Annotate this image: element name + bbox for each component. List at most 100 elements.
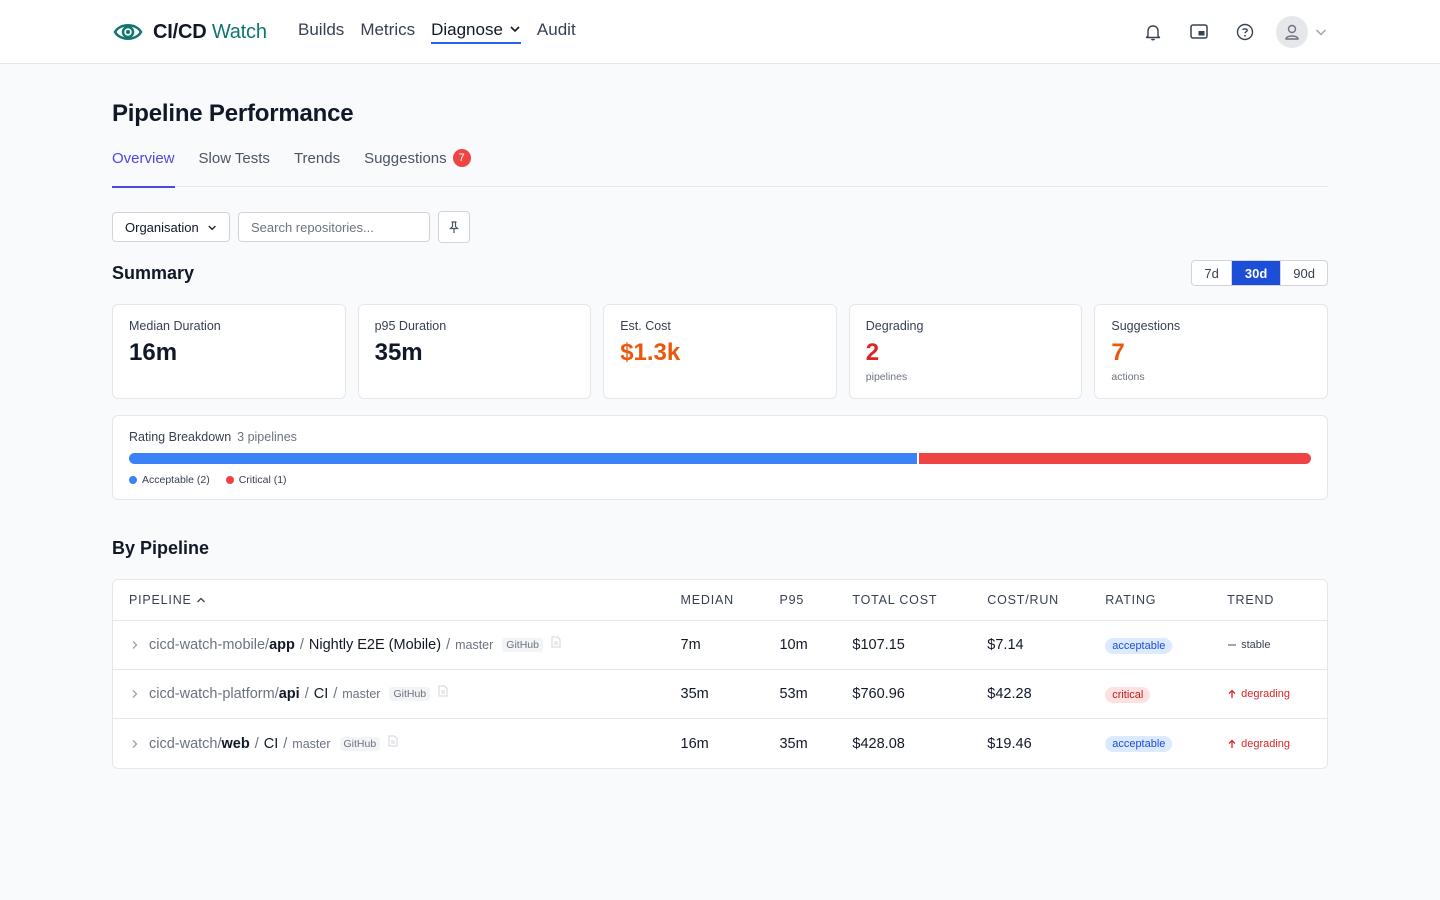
pin-button[interactable] [438,211,470,243]
trend-indicator: stable [1227,639,1327,651]
help-button[interactable] [1222,15,1268,49]
trend-label: degrading [1241,688,1291,700]
document-icon[interactable] [438,685,448,697]
brand-logo[interactable]: CI/CD Watch [113,18,267,46]
p95-duration-card: p95 Duration 35m [357,304,592,399]
pipeline-count: 3 pipelines [237,430,297,444]
tab-trends[interactable]: Trends [293,150,341,167]
cost-run-cell: $42.28 [987,686,1032,702]
tab-slow-tests[interactable]: Slow Tests [198,150,270,167]
degrading-card: Degrading 2 pipelines [848,304,1083,399]
pipeline-cell: cicd-watch-mobile/app / Nightly E2E (Mobil… [113,636,681,653]
tab-suggestions[interactable]: Suggestions 7 [364,149,471,187]
pipeline-cell: cicd-watch/web / CI / master GitHub [113,735,681,752]
rating-badge: acceptable [1105,637,1173,654]
pipeline-repo[interactable]: api [278,686,300,702]
user-avatar[interactable] [1276,16,1308,48]
document-icon[interactable] [388,735,398,747]
range-7d-button[interactable]: 7d [1204,265,1219,281]
cost-run-cell: $19.46 [987,735,1032,752]
column-header-rating[interactable]: Rating [1105,593,1157,607]
total-cost-cell: $428.08 [852,735,905,752]
pipeline-repo[interactable]: app [269,637,295,653]
median-duration-card: Median Duration 16m [112,304,346,399]
by-pipeline-title: By Pipeline [112,538,210,558]
table-row[interactable]: cicd-watch/web / CI / master GitHub 16m 35m $428… [113,719,1327,768]
search-repositories-input[interactable] [238,212,430,242]
p95-cell: 53m [779,686,808,702]
arrow-up-icon [1228,689,1236,698]
trend-indicator: degrading [1227,688,1327,700]
pin-icon [449,221,459,233]
rating-breakdown-title: Rating Breakdown [129,430,232,444]
pipeline-branch: master [292,736,331,751]
help-icon [1236,23,1254,41]
legend-dot [129,476,137,484]
separator: / [304,686,309,702]
organisation-select[interactable]: Organisation [112,212,230,242]
column-header-total-cost[interactable]: Total Cost [852,593,938,607]
pipeline-org: cicd-watch-platform/ [149,686,279,702]
total-cost-cell: $760.96 [852,686,905,702]
pipeline-repo[interactable]: web [221,735,250,752]
column-header-cost-run[interactable]: Cost/Run [987,593,1059,607]
range-30d-button[interactable]: 30d [1230,261,1281,285]
provider-badge: GitHub [339,736,381,751]
rating-bar-segment-acceptable [129,453,917,464]
suggestions-count-badge: 7 [452,149,471,167]
column-header-median[interactable]: Median [680,593,734,607]
chevron-down-icon [208,225,216,230]
sort-ascending-icon [196,597,205,603]
rating-badge: critical [1105,686,1151,703]
chevron-down-icon[interactable] [1314,25,1328,39]
median-duration-value: 16m [129,339,178,366]
dash-icon [1228,644,1237,646]
arrow-up-icon [1228,739,1236,748]
tab-bar: Overview Slow Tests Trends Suggestions 7 [112,149,1328,188]
table-row[interactable]: cicd-watch-mobile/app / Nightly E2E (Mobil… [113,621,1327,670]
nav-metrics[interactable]: Metrics [360,20,416,39]
legend-label: Acceptable (2) [142,474,210,486]
p95-cell: 35m [779,735,808,752]
summary-cards: Median Duration 16m p95 Duration 35m Est… [112,304,1328,399]
rating-cell: acceptable [1105,637,1227,654]
median-cell: 35m [680,686,709,702]
trend-cell: degrading [1227,688,1327,700]
trend-cell: stable [1227,639,1327,651]
legend-label: Critical (1) [238,474,287,486]
nav-diagnose[interactable]: Diagnose [431,0,521,64]
column-header-trend[interactable]: Trend [1227,593,1275,607]
document-icon[interactable] [551,636,561,648]
column-header-pipeline[interactable]: Pipeline [113,593,681,607]
user-icon [1285,24,1299,40]
range-selector: 7d 30d 90d [1191,260,1328,286]
chevron-right-icon[interactable] [131,689,139,699]
column-header-p95[interactable]: P95 [779,593,805,607]
filter-bar: Organisation [112,211,1328,243]
rating-cell: acceptable [1105,735,1227,752]
p95-cell: 10m [779,637,808,653]
pipeline-branch: master [455,638,494,652]
trend-label: degrading [1241,737,1291,750]
notifications-button[interactable] [1130,15,1176,49]
legend-dot [225,476,234,484]
picture-in-picture-button[interactable] [1176,15,1222,49]
median-cell: 16m [680,735,709,752]
tab-overview[interactable]: Overview [112,150,175,188]
rating-breakdown-panel: Rating Breakdown 3 pipelines Acceptable (… [112,415,1328,500]
nav-audit[interactable]: Audit [536,20,576,39]
brand-name-light: Watch [211,20,267,43]
pipeline-table: Pipeline Median P95 Total Cost Cost/Run … [112,579,1328,769]
pipeline-branch: master [342,687,381,701]
summary-title: Summary [112,262,195,283]
table-row[interactable]: cicd-watch-platform/api / CI / master GitHub 3… [113,670,1327,719]
chevron-right-icon[interactable] [131,739,139,749]
cost-run-cell: $7.14 [987,637,1024,653]
p95-duration-value: 35m [374,339,423,366]
main-nav: Builds Metrics Diagnose Audit [298,0,592,64]
separator: / [333,686,338,702]
range-90d-button[interactable]: 90d [1280,261,1327,285]
est-cost-value: $1.3k [620,339,681,366]
nav-builds[interactable]: Builds [298,20,345,39]
chevron-right-icon[interactable] [131,640,139,650]
